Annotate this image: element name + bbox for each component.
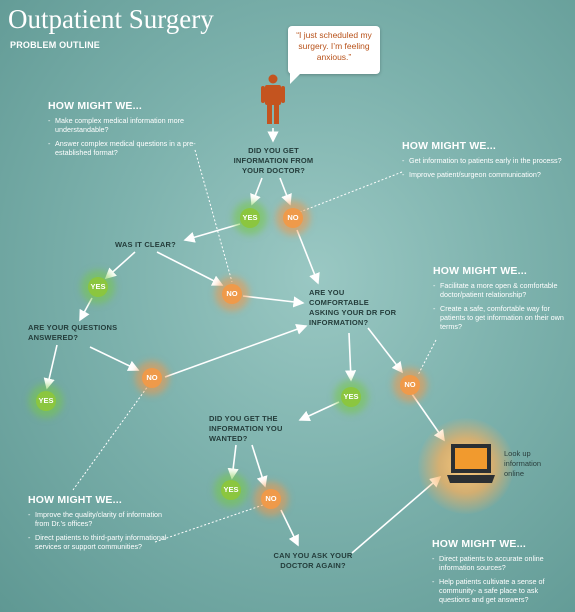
yes-node-got-info: YES (240, 208, 260, 228)
arrow-yes-to-clear (183, 223, 241, 243)
arrow-no-to-ask-again (280, 509, 299, 547)
question-wanted-info: DID YOU GET THE INFORMATION YOU WANTED? (209, 414, 283, 443)
dash-hmw-tl (194, 149, 233, 283)
no-node-answered: NO (142, 368, 162, 388)
hmw-heading: HOW MIGHT WE... (48, 100, 142, 112)
person-icon (261, 74, 285, 124)
question-got-info: DID YOU GET INFORMATION FROM YOUR DOCTOR… (233, 146, 314, 175)
arrow-yes-to-wanted (298, 401, 340, 422)
hmw-item: Improve patient/surgeon communication? (402, 170, 562, 179)
arrow-no-to-comfortable (296, 229, 320, 285)
question-comfortable: ARE YOU COMFORTABLE ASKING YOUR DR FOR I… (309, 288, 397, 327)
hmw-item: Improve the quality/clarity of informati… (28, 510, 178, 528)
hmw-item: Facilitate a more open & comfortable doc… (433, 281, 571, 299)
arrow-answered-to-no (89, 346, 140, 371)
arrow-answered-to-yes (43, 344, 58, 390)
hmw-top-right: HOW MIGHT WE... Get information to patie… (402, 140, 562, 184)
hmw-heading: HOW MIGHT WE... (28, 494, 122, 506)
hmw-item: Get information to patients early in the… (402, 156, 562, 165)
dash-hmw-bl2 (154, 504, 264, 543)
yes-node-was-clear: YES (88, 277, 108, 297)
arrow-comfortable-to-yes (344, 332, 357, 382)
arrow-wanted-to-yes (227, 444, 239, 480)
laptop-label: Look up information online (504, 449, 542, 478)
arrow-yes-to-answered (79, 297, 93, 322)
arrow-q1-to-no (279, 177, 292, 206)
arrow-q1-to-yes (250, 177, 263, 206)
hmw-item: Direct patients to accurate online infor… (432, 554, 570, 572)
hmw-item: Help patients cultivate a sense of commu… (432, 577, 570, 604)
speech-bubble: “I just scheduled my surgery. I’m feelin… (288, 26, 380, 84)
arrow-wanted-to-no (251, 444, 268, 488)
no-node-got-info: NO (283, 208, 303, 228)
no-node-was-clear: NO (222, 284, 242, 304)
no-node-wanted-info: NO (261, 489, 281, 509)
hmw-item: Make complex medical information more un… (48, 116, 203, 134)
hmw-item: Create a safe, comfortable way for patie… (433, 304, 571, 331)
yes-node-comfortable: YES (341, 387, 361, 407)
hmw-bottom-left: HOW MIGHT WE... Improve the quality/clar… (28, 494, 178, 556)
arrow-clear-to-yes (104, 251, 136, 280)
hmw-item: Answer complex medical questions in a pr… (48, 139, 203, 157)
hmw-top-left: HOW MIGHT WE... Make complex medical inf… (48, 100, 203, 162)
arrow-comfortable-to-no (367, 327, 403, 374)
yes-node-wanted-info: YES (221, 480, 241, 500)
page-subtitle: PROBLEM OUTLINE (10, 40, 100, 50)
hmw-mid-right: HOW MIGHT WE... Facilitate a more open &… (433, 265, 571, 336)
question-was-clear: WAS IT CLEAR? (115, 240, 176, 249)
dash-hmw-mr (417, 339, 437, 376)
laptop-icon (447, 444, 495, 483)
dash-hmw-tr (299, 171, 403, 213)
hmw-bottom-right: HOW MIGHT WE... Direct patients to accur… (432, 538, 570, 609)
hmw-heading: HOW MIGHT WE... (432, 538, 526, 550)
yes-node-answered: YES (36, 391, 56, 411)
dash-hmw-bl (72, 385, 149, 491)
no-node-comfortable: NO (400, 375, 420, 395)
arrow-clear-to-no (156, 251, 224, 286)
arrow-no-to-comfortable-2 (242, 295, 305, 308)
arrow-no-to-comfortable-3 (164, 323, 308, 378)
question-ask-again: CAN YOU ASK YOUR DOCTOR AGAIN? (273, 551, 353, 570)
question-questions-answered: ARE YOUR QUESTIONS ANSWERED? (28, 323, 118, 342)
hmw-item: Direct patients to third-party informati… (28, 533, 178, 551)
hmw-heading: HOW MIGHT WE... (433, 265, 527, 277)
page-title: Outpatient Surgery (8, 4, 214, 34)
hmw-heading: HOW MIGHT WE... (402, 140, 496, 152)
